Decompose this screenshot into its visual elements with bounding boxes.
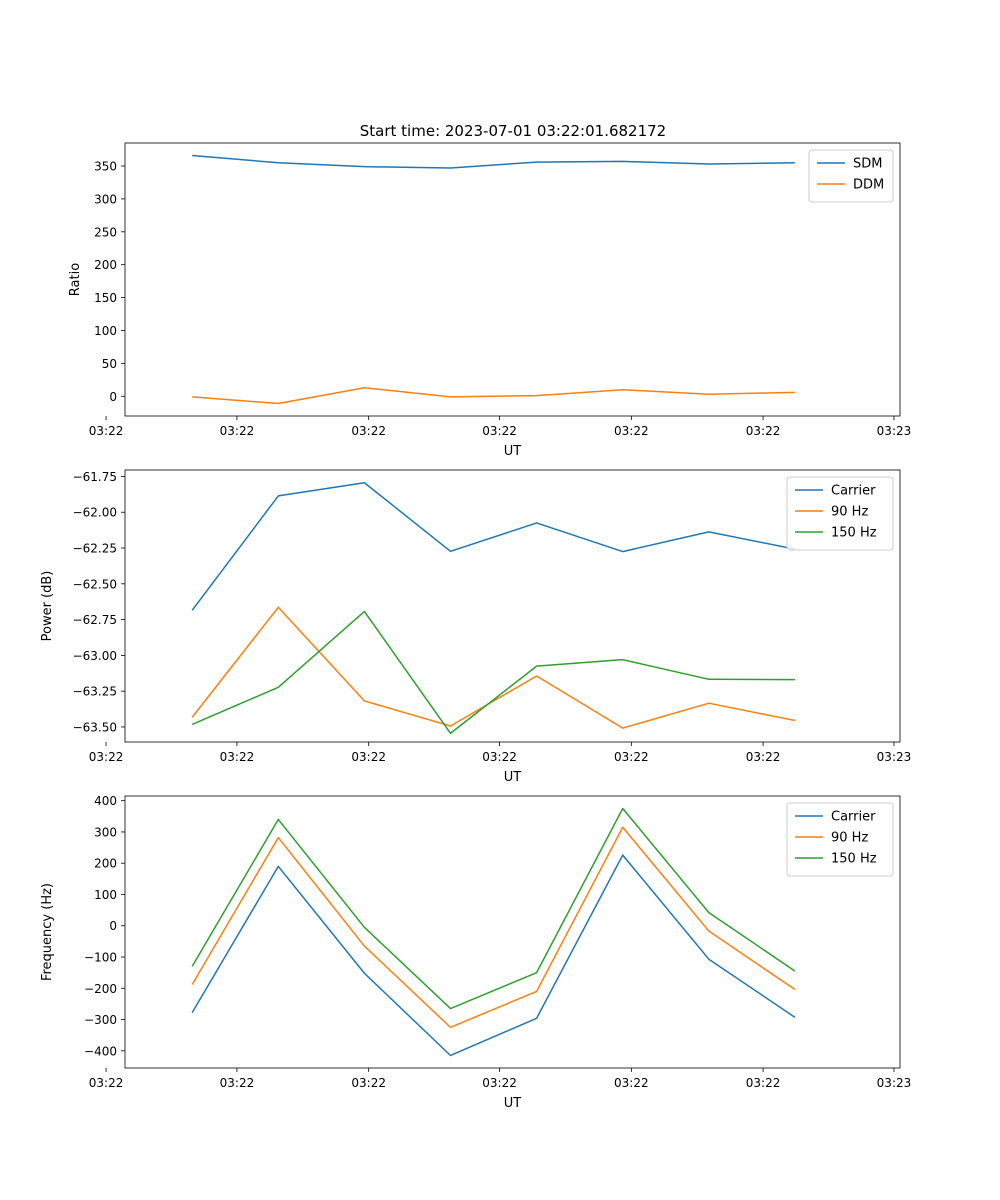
series-line-90-hz <box>191 826 796 1029</box>
y-axis-label: Ratio <box>68 263 83 296</box>
x-axis-label: UT <box>504 1096 522 1111</box>
x-axis-label: UT <box>504 444 522 459</box>
y-tick-label: −300 <box>84 1013 117 1027</box>
y-tick-label: 50 <box>102 357 117 371</box>
x-tick-label: 03:23 <box>877 424 912 438</box>
x-tick-label: 03:22 <box>614 750 649 764</box>
series-line-90-hz <box>191 606 796 729</box>
x-tick-label: 03:22 <box>220 424 255 438</box>
legend-label: 90 Hz <box>831 831 868 846</box>
x-tick-label: 03:22 <box>220 1076 255 1090</box>
series-line-150-hz <box>191 807 796 1010</box>
y-tick-label: −63.00 <box>73 649 117 663</box>
legend: Carrier 90 Hz 150 Hz <box>786 476 894 551</box>
x-tick-label: 03:22 <box>89 750 124 764</box>
chart-panel-1: 0 50 100 150 200 250 300 350 03:22 03:22 03:22 03:2… <box>68 142 912 459</box>
legend-label: Carrier <box>831 484 876 499</box>
figure-title: Start time: 2023-07-01 03:22:01.682172 <box>360 122 666 140</box>
y-tick-label: 0 <box>109 919 117 933</box>
y-tick-label: 400 <box>94 794 117 808</box>
y-tick-label: 0 <box>109 390 117 404</box>
legend-label: 90 Hz <box>831 505 868 520</box>
y-tick-label: −400 <box>84 1044 117 1058</box>
x-tick-label: 03:23 <box>877 1076 912 1090</box>
legend-label: 150 Hz <box>831 526 877 541</box>
x-tick-label: 03:23 <box>877 750 912 764</box>
y-tick-label: −100 <box>84 951 117 965</box>
y-tick-label: 150 <box>94 291 117 305</box>
series-line-carrier <box>191 854 796 1057</box>
y-tick-label: −63.25 <box>73 685 117 699</box>
chart-panel-2: −63.50 −63.25 −63.00 −62.75 −62.50 −62.25 −62.… <box>40 469 912 785</box>
y-tick-label: 100 <box>94 888 117 902</box>
x-tick-label: 03:22 <box>482 1076 517 1090</box>
legend-label: SDM <box>853 157 882 172</box>
y-tick-label: −61.75 <box>73 470 117 484</box>
y-tick-label: 300 <box>94 825 117 839</box>
y-axis-label: Power (dB) <box>40 571 55 642</box>
y-axis-label: Frequency (Hz) <box>40 883 55 981</box>
y-tick-label: −62.25 <box>73 542 117 556</box>
y-tick-label: 200 <box>94 857 117 871</box>
x-tick-label: 03:22 <box>351 424 386 438</box>
legend-label: DDM <box>853 178 884 193</box>
x-tick-label: 03:22 <box>614 424 649 438</box>
x-tick-label: 03:22 <box>220 750 255 764</box>
legend-label: 150 Hz <box>831 852 877 867</box>
legend: Carrier 90 Hz 150 Hz <box>786 802 894 877</box>
legend: SDM DDM <box>808 149 894 203</box>
y-tick-label: −62.00 <box>73 506 117 520</box>
x-tick-label: 03:22 <box>614 1076 649 1090</box>
legend-label: Carrier <box>831 810 876 825</box>
y-tick-label: −62.50 <box>73 577 117 591</box>
plot-frame <box>124 469 901 743</box>
x-tick-label: 03:22 <box>351 750 386 764</box>
y-tick-label: 350 <box>94 160 117 174</box>
y-tick-label: 250 <box>94 225 117 239</box>
y-tick-label: 200 <box>94 258 117 272</box>
series-line-150-hz <box>191 610 795 735</box>
x-tick-label: 03:22 <box>746 750 781 764</box>
x-tick-label: 03:22 <box>746 1076 781 1090</box>
series-line-carrier <box>191 481 796 611</box>
series-line-ddm <box>192 386 795 405</box>
y-tick-label: 100 <box>94 324 117 338</box>
x-tick-label: 03:22 <box>746 424 781 438</box>
plot-frame <box>124 795 901 1069</box>
x-tick-label: 03:22 <box>482 750 517 764</box>
chart-panel-3: −400 −300 −200 −100 0 100 200 300 400 03:22 03:22 0… <box>40 794 911 1111</box>
y-tick-label: −63.50 <box>73 720 117 734</box>
x-axis-label: UT <box>504 770 522 785</box>
y-tick-label: −62.75 <box>73 613 117 627</box>
plot-frame <box>124 142 901 417</box>
x-tick-label: 03:22 <box>89 424 124 438</box>
x-tick-label: 03:22 <box>482 424 517 438</box>
y-tick-label: 300 <box>94 192 117 206</box>
x-tick-label: 03:22 <box>351 1076 386 1090</box>
y-tick-label: −200 <box>84 982 117 996</box>
series-line-sdm <box>192 154 795 169</box>
x-tick-label: 03:22 <box>89 1076 124 1090</box>
